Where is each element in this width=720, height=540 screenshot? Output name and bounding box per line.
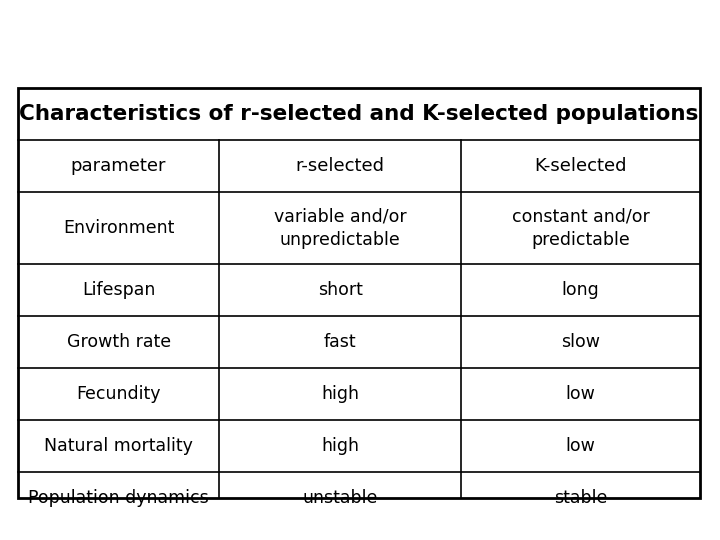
Text: high: high — [321, 385, 359, 403]
Text: K-selected: K-selected — [534, 157, 627, 175]
Text: Characteristics of r-selected and K-selected populations: Characteristics of r-selected and K-sele… — [19, 104, 698, 124]
Text: low: low — [566, 437, 595, 455]
Text: stable: stable — [554, 489, 608, 507]
Text: variable and/or
unpredictable: variable and/or unpredictable — [274, 207, 407, 249]
Text: Population dynamics: Population dynamics — [28, 489, 209, 507]
Text: high: high — [321, 437, 359, 455]
Text: unstable: unstable — [302, 489, 378, 507]
Text: low: low — [566, 385, 595, 403]
Text: r-selected: r-selected — [296, 157, 384, 175]
Text: Growth rate: Growth rate — [66, 333, 171, 351]
Text: long: long — [562, 281, 600, 299]
Text: Fecundity: Fecundity — [76, 385, 161, 403]
Text: short: short — [318, 281, 363, 299]
Text: Lifespan: Lifespan — [82, 281, 156, 299]
Text: parameter: parameter — [71, 157, 166, 175]
Text: fast: fast — [324, 333, 356, 351]
Text: Natural mortality: Natural mortality — [44, 437, 193, 455]
Text: constant and/or
predictable: constant and/or predictable — [512, 207, 649, 249]
Text: Environment: Environment — [63, 219, 174, 237]
Bar — [18, 88, 700, 498]
Text: slow: slow — [561, 333, 600, 351]
